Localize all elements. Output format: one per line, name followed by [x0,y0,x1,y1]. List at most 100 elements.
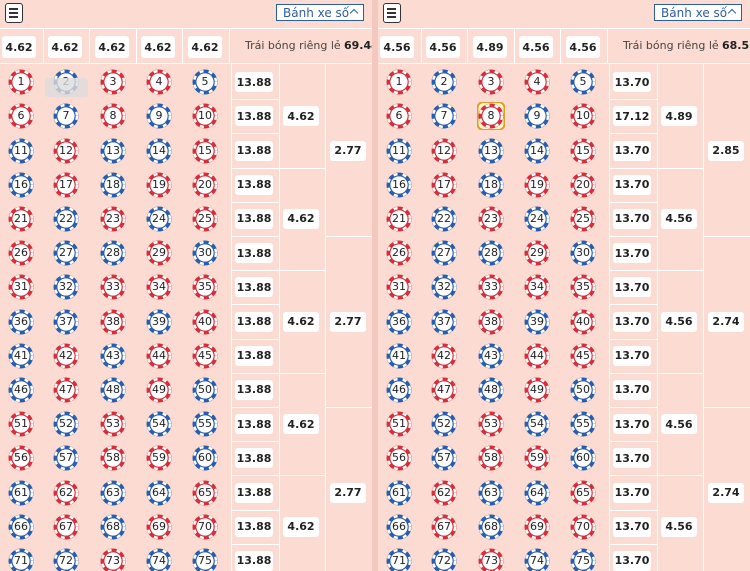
ball[interactable]: 20 [191,171,219,199]
ball[interactable]: 30 [191,239,219,267]
odds-button[interactable]: 4.62 [188,36,222,58]
ball[interactable]: 22 [430,205,458,233]
ball[interactable]: 72 [430,547,458,571]
ball[interactable]: 9 [145,102,173,130]
ball[interactable]: 31 [385,273,413,301]
group-odds[interactable]: 2.77 [330,140,366,161]
ball[interactable]: 19 [145,171,173,199]
group-odds[interactable]: 2.85 [708,140,744,161]
ball[interactable]: 15 [191,137,219,165]
row-odds[interactable]: 13.70 [613,311,651,332]
row-odds[interactable]: 13.70 [613,550,651,571]
ball[interactable]: 55 [569,410,597,438]
group-odds[interactable]: 4.89 [661,106,697,127]
row-odds[interactable]: 13.70 [613,72,651,93]
ball[interactable]: 49 [523,376,551,404]
ball[interactable]: 73 [99,547,127,571]
row-odds[interactable]: 13.70 [613,277,651,298]
row-odds[interactable]: 13.88 [235,106,273,127]
ball[interactable]: 59 [523,444,551,472]
menu-icon[interactable] [5,3,23,23]
ball[interactable]: 66 [7,513,35,541]
row-odds[interactable]: 13.88 [235,482,273,503]
ball[interactable]: 32 [430,273,458,301]
group-odds[interactable]: 4.56 [661,311,697,332]
ball[interactable]: 5 [569,68,597,96]
ball[interactable]: 66 [385,513,413,541]
ball[interactable]: 7 [52,102,80,130]
ball[interactable]: 51 [385,410,413,438]
ball[interactable]: 33 [99,273,127,301]
ball[interactable]: 52 [430,410,458,438]
group-odds[interactable]: 4.62 [283,311,319,332]
ball[interactable]: 40 [191,308,219,336]
ball[interactable]: 23 [99,205,127,233]
ball[interactable]: 42 [430,342,458,370]
ball[interactable]: 15 [569,137,597,165]
ball[interactable]: 39 [523,308,551,336]
ball[interactable]: 6 [385,102,413,130]
ball[interactable]: 57 [52,444,80,472]
ball[interactable]: 61 [385,479,413,507]
ball[interactable]: 64 [523,479,551,507]
ball[interactable]: 30 [569,239,597,267]
row-odds[interactable]: 13.70 [613,482,651,503]
ball[interactable]: 57 [430,444,458,472]
ball[interactable]: 45 [191,342,219,370]
ball[interactable]: 67 [430,513,458,541]
ball[interactable]: 13 [477,137,505,165]
ball[interactable]: 2 [430,68,458,96]
row-odds[interactable]: 13.88 [235,414,273,435]
ball[interactable]: 4 [523,68,551,96]
ball[interactable]: 29 [523,239,551,267]
row-odds[interactable]: 13.88 [235,311,273,332]
ball[interactable]: 50 [191,376,219,404]
ball[interactable]: 20 [569,171,597,199]
ball[interactable]: 62 [430,479,458,507]
ball[interactable]: 75 [569,547,597,571]
ball[interactable]: 39 [145,308,173,336]
ball[interactable]: 8 [99,102,127,130]
ball[interactable]: 49 [145,376,173,404]
ball[interactable]: 67 [52,513,80,541]
ball[interactable]: 72 [52,547,80,571]
ball[interactable]: 27 [430,239,458,267]
row-odds[interactable]: 13.70 [613,516,651,537]
group-odds[interactable]: 2.74 [708,311,744,332]
ball[interactable]: 8 [476,101,506,132]
menu-icon[interactable] [383,3,401,23]
ball[interactable]: 23 [477,205,505,233]
ball[interactable]: 48 [477,376,505,404]
ball[interactable]: 75 [191,547,219,571]
row-odds[interactable]: 13.70 [613,208,651,229]
ball[interactable]: 68 [477,513,505,541]
ball[interactable]: 18 [99,171,127,199]
ball[interactable]: 28 [99,239,127,267]
ball[interactable]: 68 [99,513,127,541]
row-odds[interactable]: 13.88 [235,550,273,571]
row-odds[interactable]: 13.70 [613,243,651,264]
ball[interactable]: 9 [523,102,551,130]
ball[interactable]: 22 [52,205,80,233]
ball[interactable]: 47 [52,376,80,404]
ball[interactable]: 7 [430,102,458,130]
ball[interactable]: 34 [145,273,173,301]
ball[interactable]: 37 [430,308,458,336]
group-odds[interactable]: 4.62 [283,106,319,127]
ball[interactable]: 28 [477,239,505,267]
ball[interactable]: 42 [52,342,80,370]
ball[interactable]: 74 [145,547,173,571]
odds-button[interactable]: 4.62 [48,36,82,58]
ball[interactable]: 53 [477,410,505,438]
ball[interactable]: 74 [523,547,551,571]
ball[interactable]: 55 [191,410,219,438]
single-ball-odds[interactable]: 68.51 [722,39,750,52]
ball[interactable]: 27 [52,239,80,267]
ball[interactable]: 63 [477,479,505,507]
ball[interactable]: 41 [7,342,35,370]
group-odds[interactable]: 4.62 [283,414,319,435]
ball[interactable]: 17 [430,171,458,199]
row-odds[interactable]: 13.70 [613,140,651,161]
ball[interactable]: 41 [385,342,413,370]
ball[interactable]: 1 [385,68,413,96]
